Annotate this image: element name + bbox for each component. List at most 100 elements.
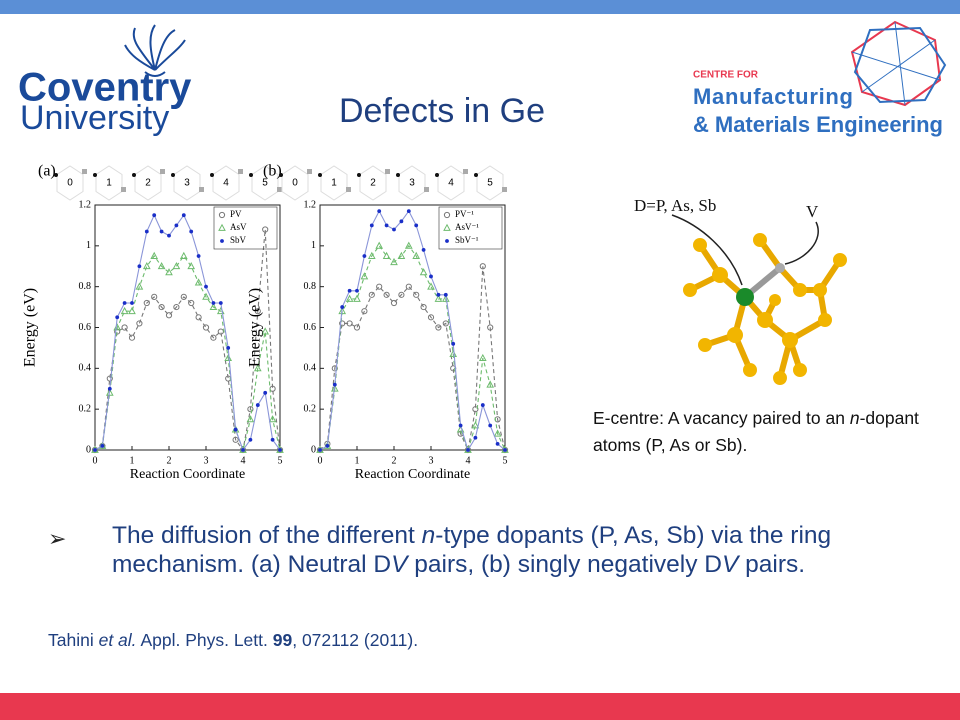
marker — [261, 327, 270, 335]
y-tick-label: 0 — [86, 444, 91, 455]
y-tick-label: 0.6 — [79, 322, 92, 333]
marker — [458, 423, 463, 428]
atom — [93, 173, 97, 177]
y-tick-label: 1 — [311, 240, 316, 251]
marker — [130, 301, 134, 305]
partner-text: & Materials Engineering — [693, 112, 943, 137]
text-run: E-centre: A vacancy paired to an — [593, 408, 850, 428]
bottom-bar — [0, 693, 960, 720]
marker — [367, 251, 376, 259]
marker — [136, 320, 143, 327]
ring-label: 0 — [67, 178, 73, 189]
marker — [480, 403, 485, 407]
marker — [247, 406, 254, 413]
legend-label: PV⁻¹ — [455, 209, 474, 219]
marker — [493, 429, 502, 437]
marker — [331, 365, 338, 372]
y-tick-label: 1 — [86, 240, 91, 251]
vacancy — [346, 187, 351, 192]
text-run: , 072112 (2011). — [292, 630, 419, 650]
marker — [443, 211, 451, 219]
marker — [353, 324, 361, 331]
marker — [427, 282, 435, 290]
marker — [375, 241, 384, 249]
marker — [263, 390, 268, 395]
marker — [128, 334, 136, 341]
ring-label: 2 — [370, 178, 376, 189]
vacancy — [277, 187, 282, 192]
text-run: n — [421, 522, 436, 549]
marker — [318, 448, 322, 452]
marker — [196, 254, 201, 258]
marker — [414, 223, 419, 228]
marker — [434, 294, 443, 302]
partner-small: CENTRE FOR — [693, 70, 759, 81]
y-tick-label: 0 — [311, 444, 316, 455]
marker — [100, 444, 105, 448]
marker — [421, 248, 426, 252]
marker — [382, 251, 391, 259]
marker — [157, 261, 166, 270]
text-run: et al. — [98, 630, 137, 650]
atom — [210, 173, 214, 177]
marker — [181, 213, 186, 218]
marker — [347, 288, 352, 293]
series-line — [94, 255, 281, 452]
x-tick-label: 3 — [429, 455, 434, 466]
marker — [495, 441, 500, 446]
vacancy — [424, 187, 429, 192]
x-tick-label: 0 — [318, 455, 323, 466]
partner-text: Manufacturing — [693, 84, 853, 109]
vacancy — [238, 169, 243, 174]
text-run: Appl. Phys. Lett. — [136, 630, 273, 650]
atom — [396, 173, 400, 177]
x-tick-label: 1 — [355, 455, 360, 466]
vacancy — [82, 169, 87, 174]
marker — [135, 282, 144, 290]
marker — [390, 257, 398, 266]
marker — [173, 303, 180, 311]
vacancy — [463, 169, 468, 174]
marker — [449, 349, 458, 357]
vacancy — [160, 169, 165, 174]
marker — [121, 324, 128, 331]
marker — [232, 436, 239, 443]
marker — [412, 251, 421, 259]
text-run: Tahini — [48, 630, 99, 650]
marker — [390, 299, 398, 307]
marker — [427, 314, 435, 321]
marker — [152, 213, 157, 218]
text-run: V — [722, 551, 739, 578]
marker — [345, 294, 354, 302]
atom — [279, 173, 283, 177]
text-run: V — [391, 551, 408, 578]
vacancy — [502, 187, 507, 192]
marker — [398, 291, 405, 298]
legend-label: AsV — [230, 222, 247, 232]
marker — [346, 320, 353, 327]
y-axis-label: Energy (eV) — [247, 288, 264, 367]
marker — [325, 444, 330, 448]
vacancy — [121, 187, 126, 192]
marker — [202, 292, 210, 300]
series-line — [94, 229, 281, 452]
marker — [204, 284, 208, 289]
marker — [174, 223, 179, 228]
atom — [171, 173, 175, 177]
atom — [435, 173, 439, 177]
x-tick-label: 4 — [466, 455, 471, 466]
legend-label: SbV — [230, 235, 247, 245]
ring-label: 2 — [145, 178, 151, 189]
marker — [419, 268, 428, 276]
text-run: 99 — [272, 630, 293, 650]
bullet-marker: ➢ — [48, 526, 67, 551]
marker — [218, 223, 226, 231]
marker — [443, 292, 448, 297]
marker — [105, 388, 114, 396]
marker — [404, 241, 413, 249]
ring-label: 3 — [184, 178, 190, 189]
x-tick-label: 2 — [392, 455, 397, 466]
panel-label: (a) — [38, 163, 56, 180]
marker — [397, 251, 406, 259]
